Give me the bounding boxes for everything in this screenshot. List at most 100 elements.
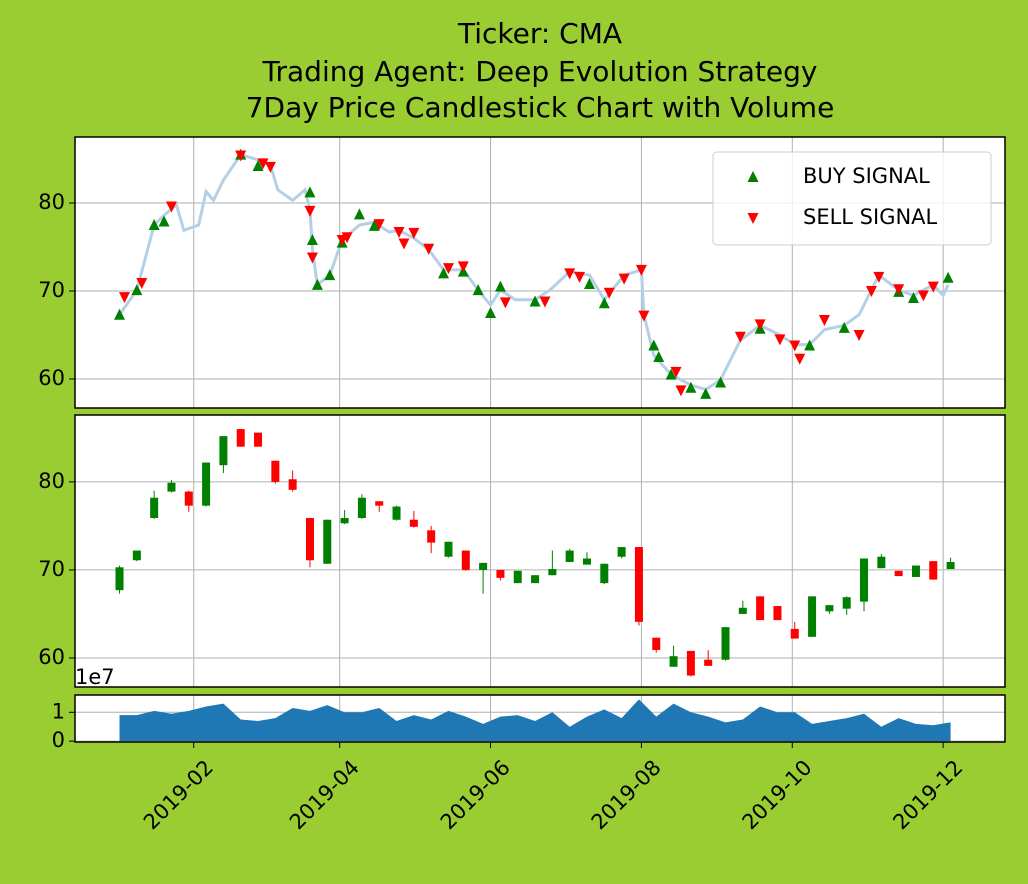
candle-body <box>115 567 124 591</box>
signal-marker <box>618 273 630 285</box>
signal-marker <box>653 350 665 362</box>
signal-marker <box>368 219 380 231</box>
signal-marker <box>235 150 247 162</box>
plot-frame <box>74 136 1006 409</box>
signal-marker <box>311 278 323 290</box>
signal-marker <box>893 284 905 296</box>
signal-marker <box>818 315 830 327</box>
signal-marker <box>635 264 647 276</box>
candle-body <box>946 562 955 570</box>
signal-marker <box>341 232 353 244</box>
signal-marker <box>257 158 269 170</box>
candle-body <box>461 550 470 570</box>
candle-body <box>444 541 453 557</box>
signal-marker <box>638 310 650 322</box>
signal-marker <box>715 376 727 388</box>
candle-body <box>617 547 626 557</box>
candle-body <box>236 429 245 447</box>
signal-marker <box>794 353 806 365</box>
candle-body <box>929 561 938 580</box>
candle-body <box>652 637 661 651</box>
signal-marker <box>118 292 130 304</box>
candle-body <box>271 460 280 482</box>
signal-marker <box>148 218 160 230</box>
chart-title: Trading Agent: Deep Evolution Strategy <box>262 55 818 88</box>
signal-marker <box>393 227 405 239</box>
signal-marker <box>353 208 365 220</box>
signal-marker <box>165 201 177 213</box>
y-tick-label: 1 <box>52 699 65 723</box>
candle-body <box>323 519 332 564</box>
signal-marker <box>539 296 551 308</box>
signal-marker <box>648 339 660 351</box>
candle-body <box>756 596 765 621</box>
signal-marker <box>598 297 610 309</box>
candle-body <box>600 563 609 584</box>
signal-marker <box>423 243 435 255</box>
y-tick-label: 70 <box>38 278 65 302</box>
signal-marker <box>114 308 126 320</box>
signal-marker <box>927 281 939 293</box>
signal-marker <box>306 252 318 264</box>
candle-body <box>132 550 141 561</box>
legend-label: SELL SIGNAL <box>803 205 938 229</box>
signal-marker <box>675 385 687 397</box>
signal-marker <box>685 381 697 393</box>
legend-box <box>712 151 992 246</box>
signal-marker <box>324 269 336 281</box>
signal-marker <box>564 268 576 280</box>
signal-marker <box>442 263 454 275</box>
candle-body <box>565 550 574 563</box>
candle-body <box>254 432 263 447</box>
signal-marker <box>499 297 511 309</box>
signal-marker <box>583 277 595 289</box>
candle-body <box>513 570 522 584</box>
signal-marker <box>907 292 919 304</box>
signal-marker <box>472 284 484 296</box>
signal-marker <box>665 368 677 380</box>
legend-label: BUY SIGNAL <box>803 164 930 188</box>
candle-body <box>409 519 418 527</box>
signal-marker <box>457 261 469 273</box>
candle-body <box>184 491 193 506</box>
candle-body <box>911 565 920 577</box>
plot-area <box>75 415 1005 687</box>
signal-marker <box>754 319 766 331</box>
signal-marker <box>136 278 148 290</box>
candle-body <box>721 627 730 660</box>
candle-body <box>894 570 903 577</box>
signal-marker <box>252 160 264 172</box>
signal-marker <box>529 295 541 307</box>
signal-marker <box>158 215 170 227</box>
y-tick-label: 60 <box>38 366 65 390</box>
signal-marker <box>670 366 682 378</box>
candle-body <box>634 547 643 622</box>
legend-marker <box>747 213 759 224</box>
chart-title: Ticker: CMA <box>457 17 622 50</box>
volume-area <box>119 699 951 742</box>
signal-marker <box>873 271 885 283</box>
y-tick-label: 0 <box>52 728 65 752</box>
candle-body <box>686 650 695 676</box>
chart-title: 7Day Price Candlestick Chart with Volume <box>246 91 835 124</box>
signal-marker <box>408 227 420 239</box>
candle-body <box>548 569 557 576</box>
signal-marker <box>838 321 850 333</box>
candle-body <box>582 558 591 565</box>
candle-body <box>479 562 488 570</box>
candle-body <box>531 575 540 584</box>
signal-marker <box>485 306 497 318</box>
candle-body <box>704 659 713 666</box>
signal-marker <box>438 267 450 279</box>
signal-marker <box>304 186 316 198</box>
signal-marker <box>734 331 746 343</box>
candle-body <box>305 517 314 561</box>
signal-marker <box>789 340 801 352</box>
signal-marker <box>942 271 954 283</box>
signal-marker <box>304 205 316 217</box>
offset-label: 1e7 <box>75 665 115 689</box>
candle-body <box>808 596 817 637</box>
signal-marker <box>574 271 586 283</box>
candle-body <box>150 497 159 518</box>
